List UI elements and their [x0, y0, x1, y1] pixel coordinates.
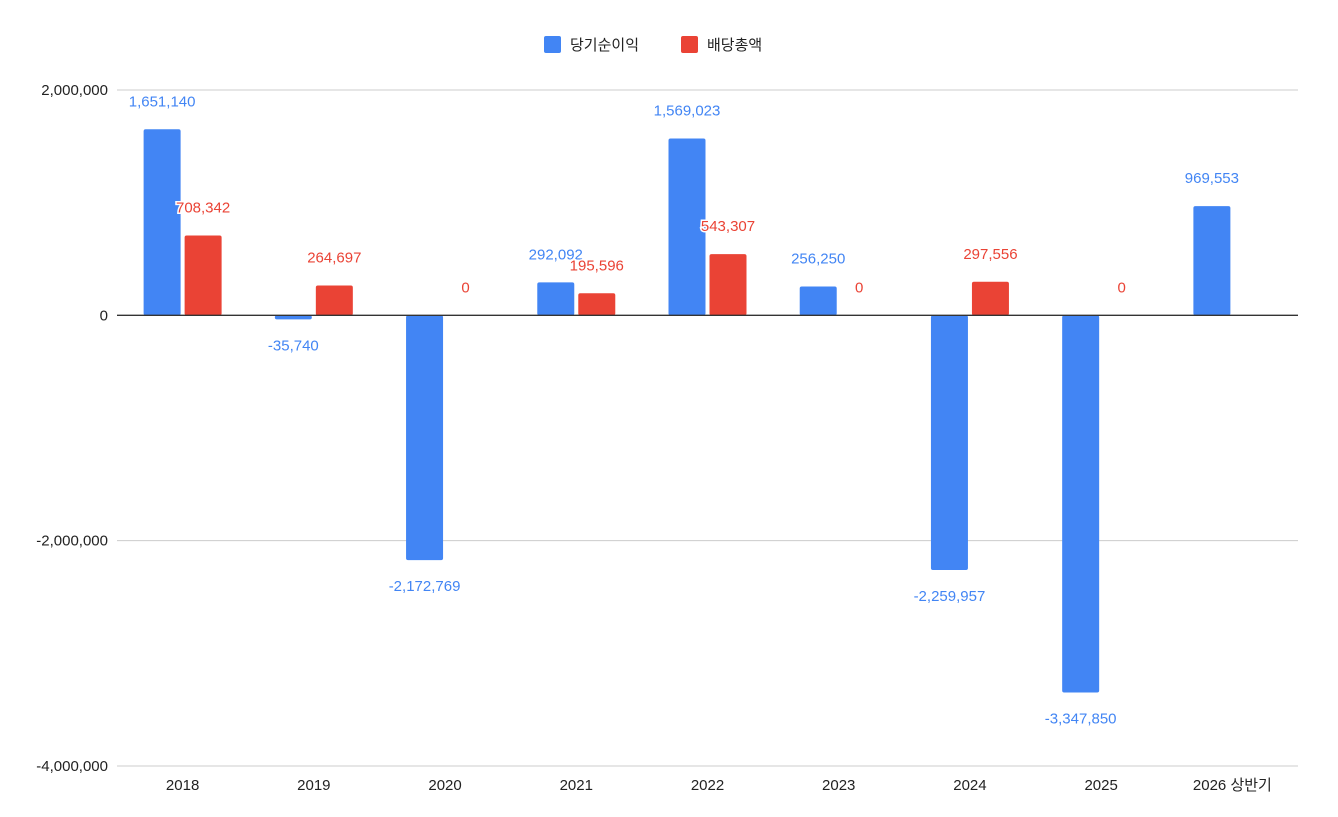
y-tick-label: 0 — [100, 307, 108, 324]
bar-net-income — [406, 315, 444, 561]
data-label: 543,307 — [701, 218, 755, 235]
bars — [143, 129, 1231, 693]
data-label: -35,740 — [268, 337, 319, 354]
data-label: 256,250 — [791, 250, 845, 267]
y-axis: 2,000,000 0 -2,000,000 -4,000,000 — [36, 82, 108, 775]
data-label: 292,092 — [529, 246, 583, 263]
data-label: 0 — [461, 279, 469, 296]
legend-label: 배당총액 — [707, 37, 762, 54]
data-label: 297,556 — [963, 246, 1017, 263]
data-labels: 1,651,140 -35,740 -2,172,769 292,092 1,569,0… — [127, 92, 1240, 729]
data-label: 195,596 — [570, 257, 624, 274]
legend-swatch — [681, 36, 698, 53]
x-tick-label: 2024 — [953, 777, 986, 794]
data-label: -2,172,769 — [389, 578, 461, 595]
bar-net-income — [143, 129, 181, 316]
data-label: 1,651,140 — [129, 93, 196, 110]
y-tick-label: 2,000,000 — [41, 82, 108, 99]
bar-net-income — [537, 282, 575, 316]
bar-net-income — [799, 286, 837, 316]
x-tick-label: 2021 — [560, 777, 593, 794]
bar-dividend — [578, 293, 616, 316]
x-axis: 2018 2019 2020 2021 2022 2023 2024 2025 2026 상반기 — [166, 777, 1272, 794]
bar-net-income — [1062, 315, 1100, 693]
bar-net-income — [930, 315, 968, 570]
bar-dividend — [184, 235, 222, 316]
data-label: 708,342 — [176, 200, 230, 217]
legend: 당기순이익 배당총액 — [544, 36, 762, 54]
x-tick-label: 2020 — [428, 777, 461, 794]
bar-net-income — [1193, 206, 1231, 316]
bar-dividend — [315, 285, 353, 316]
data-label: 264,697 — [307, 250, 361, 267]
data-label: 0 — [1117, 279, 1125, 296]
data-label: 1,569,023 — [654, 103, 721, 120]
y-tick-label: -2,000,000 — [36, 533, 108, 550]
legend-label: 당기순이익 — [570, 37, 639, 54]
data-label: 969,553 — [1185, 170, 1239, 187]
data-label: 0 — [855, 279, 863, 296]
x-tick-label: 2019 — [297, 777, 330, 794]
data-label: -3,347,850 — [1045, 711, 1117, 728]
bar-net-income — [274, 315, 312, 320]
x-tick-label: 2026 상반기 — [1193, 777, 1272, 794]
bar-dividend — [971, 281, 1009, 316]
x-tick-label: 2022 — [691, 777, 724, 794]
x-tick-label: 2023 — [822, 777, 855, 794]
data-label: -2,259,957 — [914, 588, 986, 605]
x-tick-label: 2025 — [1084, 777, 1117, 794]
bar-net-income — [668, 138, 706, 316]
bar-dividend — [709, 254, 747, 316]
legend-swatch — [544, 36, 561, 53]
y-tick-label: -4,000,000 — [36, 758, 108, 775]
gridlines — [117, 89, 1298, 767]
x-tick-label: 2018 — [166, 777, 199, 794]
